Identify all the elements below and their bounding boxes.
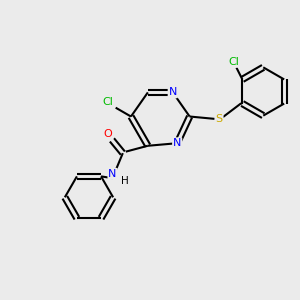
Text: O: O — [104, 129, 112, 139]
Text: Cl: Cl — [103, 97, 114, 107]
Text: N: N — [169, 87, 177, 98]
Text: N: N — [173, 138, 182, 148]
Text: H: H — [121, 176, 129, 185]
Text: Cl: Cl — [228, 57, 239, 67]
Text: S: S — [215, 115, 223, 124]
Text: N: N — [108, 169, 117, 179]
